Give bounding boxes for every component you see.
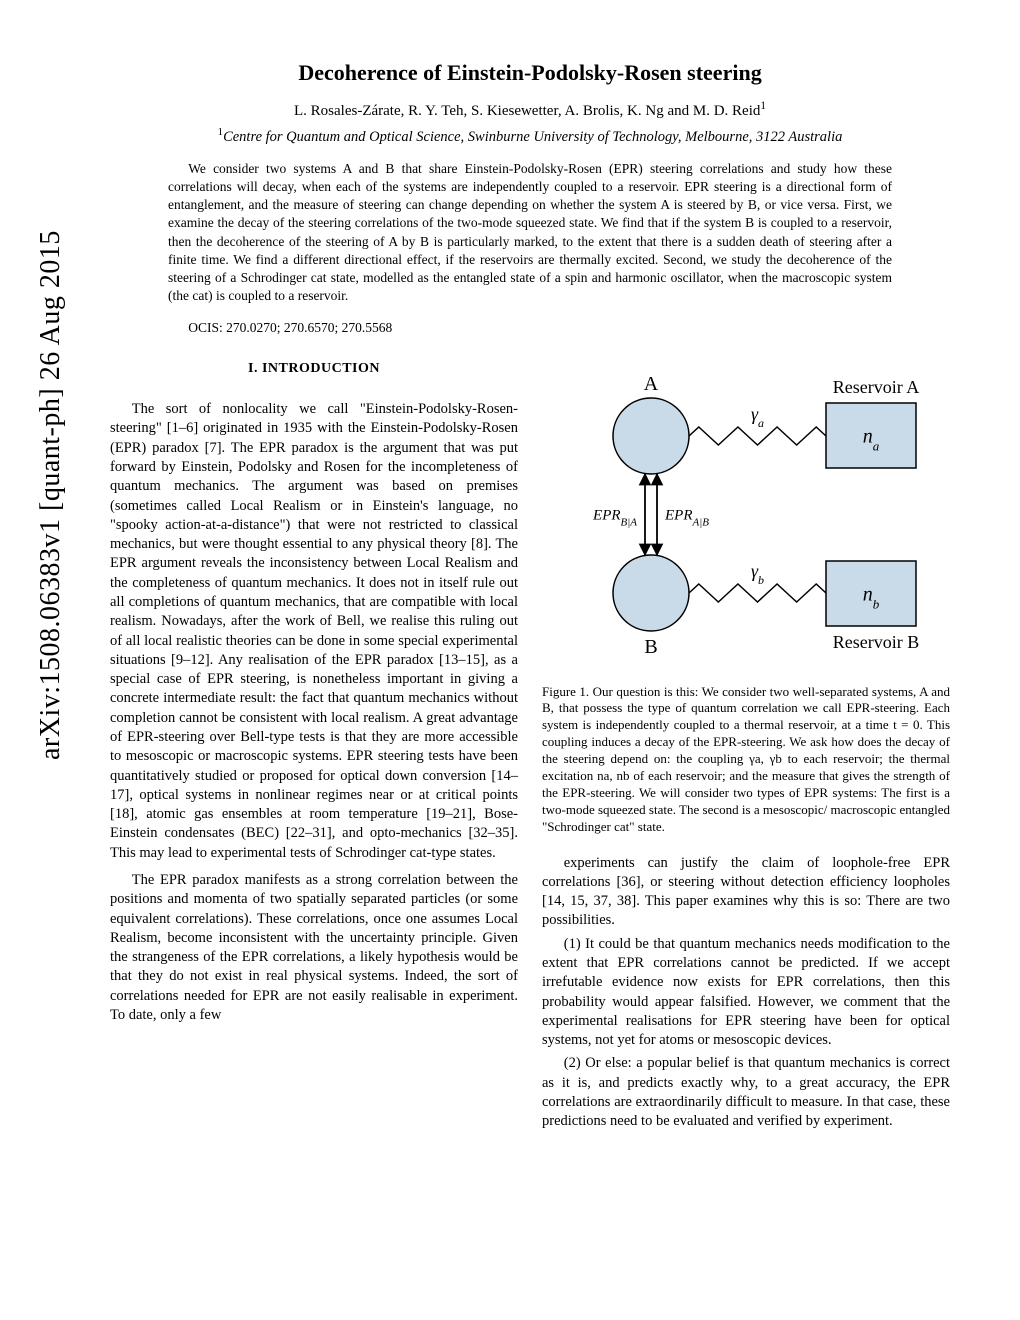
col1-para1: The sort of nonlocality we call "Einstei… (110, 400, 518, 863)
author-sup: 1 (760, 100, 766, 112)
col2-para1: experiments can justify the claim of loo… (542, 854, 950, 931)
affil-text: Centre for Quantum and Optical Science, … (223, 129, 842, 145)
svg-text:Reservoir B: Reservoir B (833, 632, 919, 652)
svg-text:A: A (644, 373, 659, 395)
authors-line: L. Rosales-Zárate, R. Y. Teh, S. Kiesewe… (110, 100, 950, 120)
figure-1-caption: Figure 1. Our question is this: We consi… (542, 684, 950, 836)
authors: L. Rosales-Zárate, R. Y. Teh, S. Kiesewe… (294, 103, 760, 119)
arxiv-id: arXiv:1508.06383v1 [quant-ph] 26 Aug 201… (35, 230, 67, 760)
svg-text:B: B (644, 636, 657, 658)
figure-1-svg: Reservoir AReservoir BABnanbγaγbEPRB|AEP… (556, 358, 936, 678)
col1-para2: The EPR paradox manifests as a strong co… (110, 871, 518, 1025)
svg-text:EPRB|A: EPRB|A (592, 507, 637, 528)
paper-title: Decoherence of Einstein-Podolsky-Rosen s… (110, 60, 950, 86)
left-column: I. INTRODUCTION The sort of nonlocality … (110, 354, 518, 1136)
figure-1: Reservoir AReservoir BABnanbγaγbEPRB|AEP… (542, 358, 950, 836)
right-column: Reservoir AReservoir BABnanbγaγbEPRB|AEP… (542, 354, 950, 1136)
svg-text:γb: γb (751, 561, 764, 587)
affiliation: 1Centre for Quantum and Optical Science,… (110, 126, 950, 146)
svg-text:Reservoir A: Reservoir A (833, 377, 919, 397)
section-1-heading: I. INTRODUCTION (110, 360, 518, 379)
col2-para3: (2) Or else: a popular belief is that qu… (542, 1054, 950, 1131)
col2-para2: (1) It could be that quantum mechanics n… (542, 935, 950, 1051)
two-column-body: I. INTRODUCTION The sort of nonlocality … (110, 354, 950, 1136)
svg-text:γa: γa (751, 404, 764, 430)
svg-text:EPRA|B: EPRA|B (664, 507, 709, 528)
ocis-codes: OCIS: 270.0270; 270.6570; 270.5568 (168, 320, 892, 336)
abstract: We consider two systems A and B that sha… (168, 160, 892, 306)
